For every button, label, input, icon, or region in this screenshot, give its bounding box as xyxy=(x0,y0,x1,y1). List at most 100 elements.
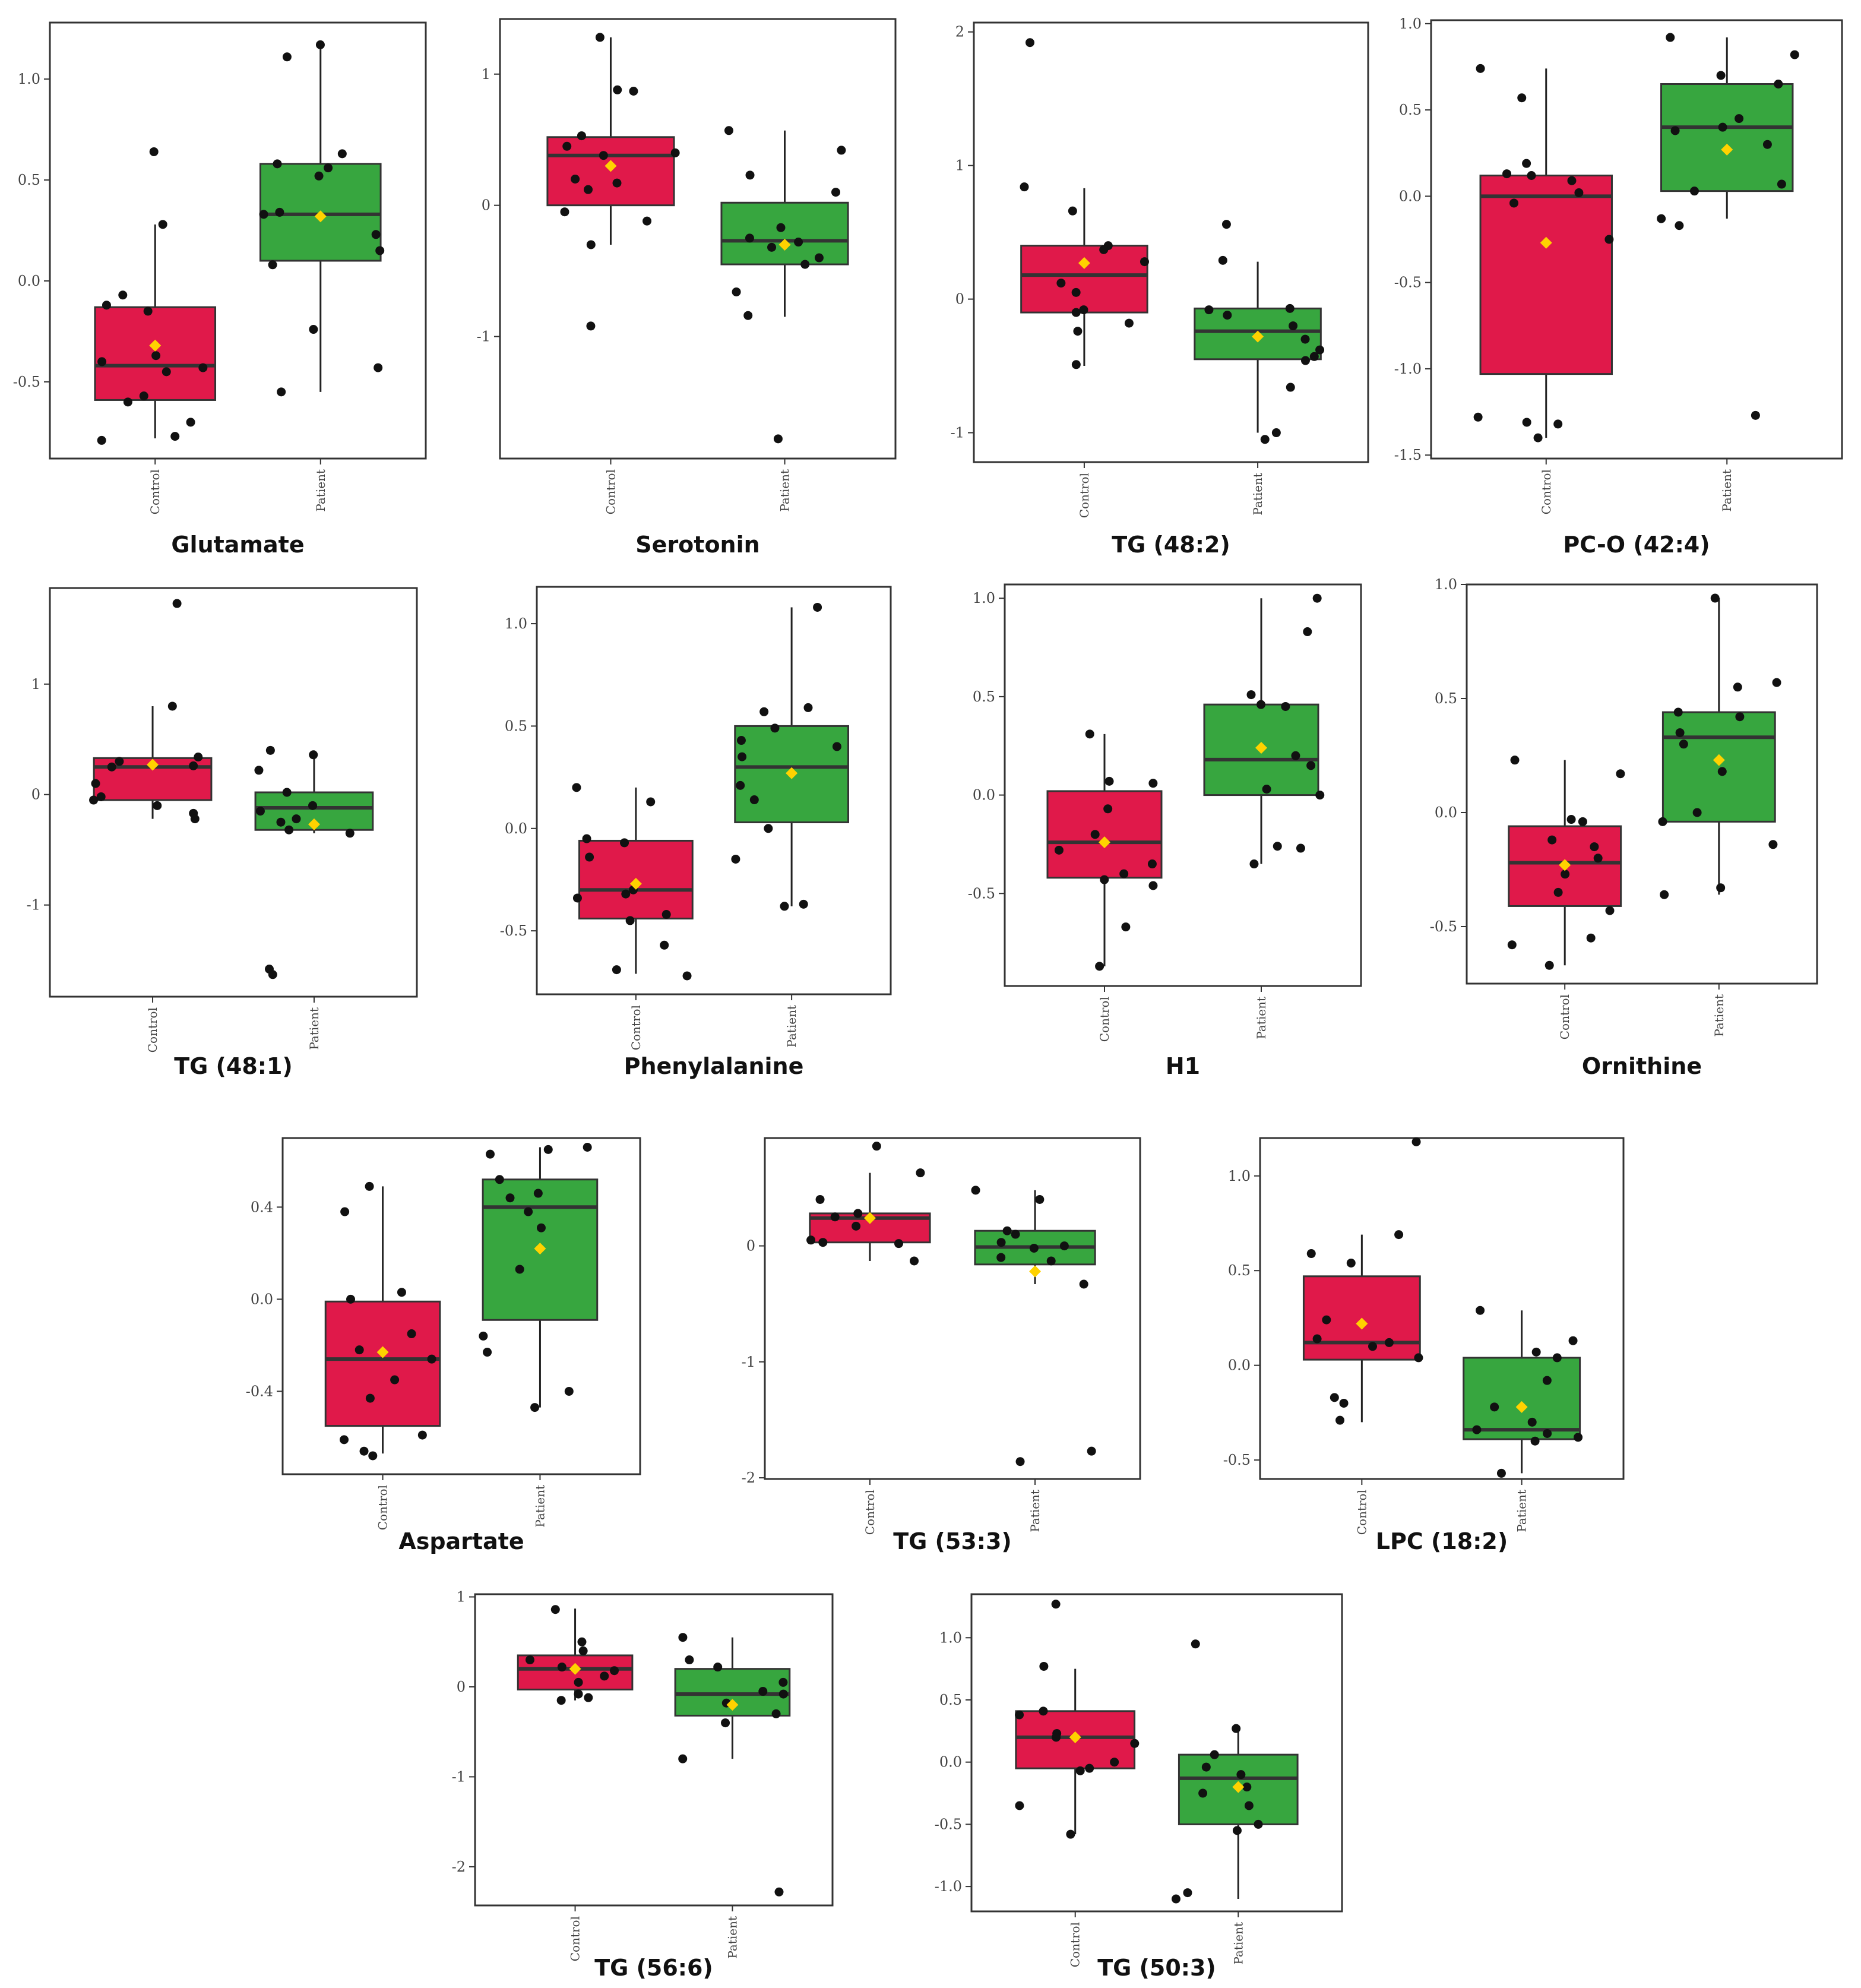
y-tick-label: 0.0 xyxy=(1228,1357,1251,1374)
y-tick-label: 0.5 xyxy=(973,688,995,705)
data-point xyxy=(1090,830,1100,839)
x-tick-label-control: Control xyxy=(145,1007,160,1053)
data-point xyxy=(1242,1782,1252,1792)
data-point xyxy=(1502,169,1512,179)
y-tick-label: 0.4 xyxy=(251,1199,273,1215)
data-point xyxy=(374,363,383,372)
data-point xyxy=(118,290,128,300)
data-point xyxy=(1285,304,1295,313)
x-tick-label-patient: Patient xyxy=(1231,1922,1245,1965)
y-tick-label: 1.0 xyxy=(939,1629,962,1646)
data-point xyxy=(971,1186,980,1195)
y-tick-label: 0 xyxy=(457,1679,466,1695)
data-point xyxy=(1296,843,1305,853)
data-point xyxy=(1710,593,1720,603)
data-point xyxy=(151,351,161,361)
x-tick-label-patient: Patient xyxy=(533,1485,547,1528)
data-point xyxy=(1657,214,1666,223)
y-tick-label: -0.5 xyxy=(935,1816,962,1832)
data-point xyxy=(646,797,656,807)
y-tick-label: -1.5 xyxy=(1394,447,1422,463)
y-tick-label: -0.5 xyxy=(1394,274,1422,291)
data-point xyxy=(1322,1315,1331,1325)
data-point xyxy=(1221,220,1231,229)
data-point xyxy=(1025,38,1034,48)
x-tick-label-control: Control xyxy=(376,1485,390,1530)
panel-title: LPC (18:2) xyxy=(1376,1528,1508,1554)
data-point xyxy=(1015,1801,1024,1810)
data-point xyxy=(397,1288,406,1297)
data-point xyxy=(996,1253,1006,1262)
y-tick-label: 0.5 xyxy=(505,718,527,734)
panel-phenylalanine: -0.5 0.0 0.5 1.0 Control Patient Phenylalanine xyxy=(500,586,892,1079)
data-point xyxy=(1762,140,1772,149)
data-point xyxy=(629,86,638,96)
mean-marker xyxy=(376,1346,389,1358)
panel-serotonin: -1 0 1 Control Patient Serotonin xyxy=(477,18,897,558)
data-point xyxy=(1121,922,1131,932)
data-point xyxy=(1046,1256,1056,1266)
data-point xyxy=(1330,1393,1339,1402)
data-point xyxy=(375,246,385,255)
data-point xyxy=(1210,1750,1219,1759)
panel-title: PC-O (42:4) xyxy=(1563,532,1710,558)
mean-marker xyxy=(726,1699,739,1711)
panel-pc-o-42-4: -1.5 -1.0 -0.5 0.0 0.5 1.0 Control Patient PC-O … xyxy=(1394,15,1843,558)
data-point xyxy=(1002,1226,1012,1235)
panel-tg-53-3: -2 -1 0 Control Patient TG (53:3) xyxy=(742,1137,1141,1554)
data-point xyxy=(1777,179,1786,189)
y-tick-label: -1 xyxy=(477,328,490,345)
data-point xyxy=(806,1235,816,1245)
data-point xyxy=(525,1655,534,1665)
data-point xyxy=(268,970,277,979)
data-point xyxy=(771,1709,781,1718)
panel-title: Aspartate xyxy=(398,1528,524,1554)
data-point xyxy=(1473,412,1483,422)
data-point xyxy=(1079,305,1088,315)
data-point xyxy=(1289,321,1298,331)
data-point xyxy=(533,1189,543,1198)
data-point xyxy=(1574,1433,1583,1442)
data-point xyxy=(894,1239,903,1249)
y-tick-label: 0.0 xyxy=(1399,188,1422,204)
data-point xyxy=(1100,875,1109,884)
data-point xyxy=(1733,682,1742,692)
data-point xyxy=(1059,1241,1069,1251)
data-point xyxy=(1051,1600,1061,1609)
data-point xyxy=(259,210,268,219)
data-point xyxy=(1411,1137,1421,1146)
panel-title: H1 xyxy=(1166,1053,1200,1079)
x-tick-label-control: Control xyxy=(568,1916,583,1961)
mean-marker xyxy=(149,339,162,352)
data-point xyxy=(1716,883,1726,893)
data-point xyxy=(368,1451,378,1461)
data-point xyxy=(1103,804,1113,814)
panel-aspartate: -0.4 0.0 0.4 Control Patient Aspartate xyxy=(246,1137,641,1554)
mean-marker xyxy=(147,758,159,771)
data-point xyxy=(721,1718,730,1728)
data-point xyxy=(1303,627,1312,637)
data-point xyxy=(365,1393,375,1403)
data-point xyxy=(577,1637,587,1646)
data-point xyxy=(1689,187,1699,196)
data-point xyxy=(123,397,132,407)
y-tick-label: 1.0 xyxy=(1399,15,1422,32)
y-tick-label: -0.5 xyxy=(968,885,995,902)
x-tick-label-patient: Patient xyxy=(1028,1490,1042,1532)
data-point xyxy=(1056,279,1066,288)
data-point xyxy=(1605,906,1615,915)
data-point xyxy=(643,216,652,226)
y-tick-label: 1 xyxy=(482,66,490,83)
y-tick-label: 1.0 xyxy=(973,590,995,606)
box-patient xyxy=(479,1143,599,1412)
data-point xyxy=(1071,360,1081,369)
y-tick-label: -1.0 xyxy=(1394,361,1422,377)
mean-marker xyxy=(629,877,642,890)
data-point xyxy=(96,792,106,801)
data-point xyxy=(582,834,591,843)
data-point xyxy=(308,801,318,810)
mean-marker xyxy=(786,767,798,779)
data-point xyxy=(758,1687,768,1696)
data-point xyxy=(612,965,621,975)
x-tick-label-patient: Patient xyxy=(1720,469,1734,512)
